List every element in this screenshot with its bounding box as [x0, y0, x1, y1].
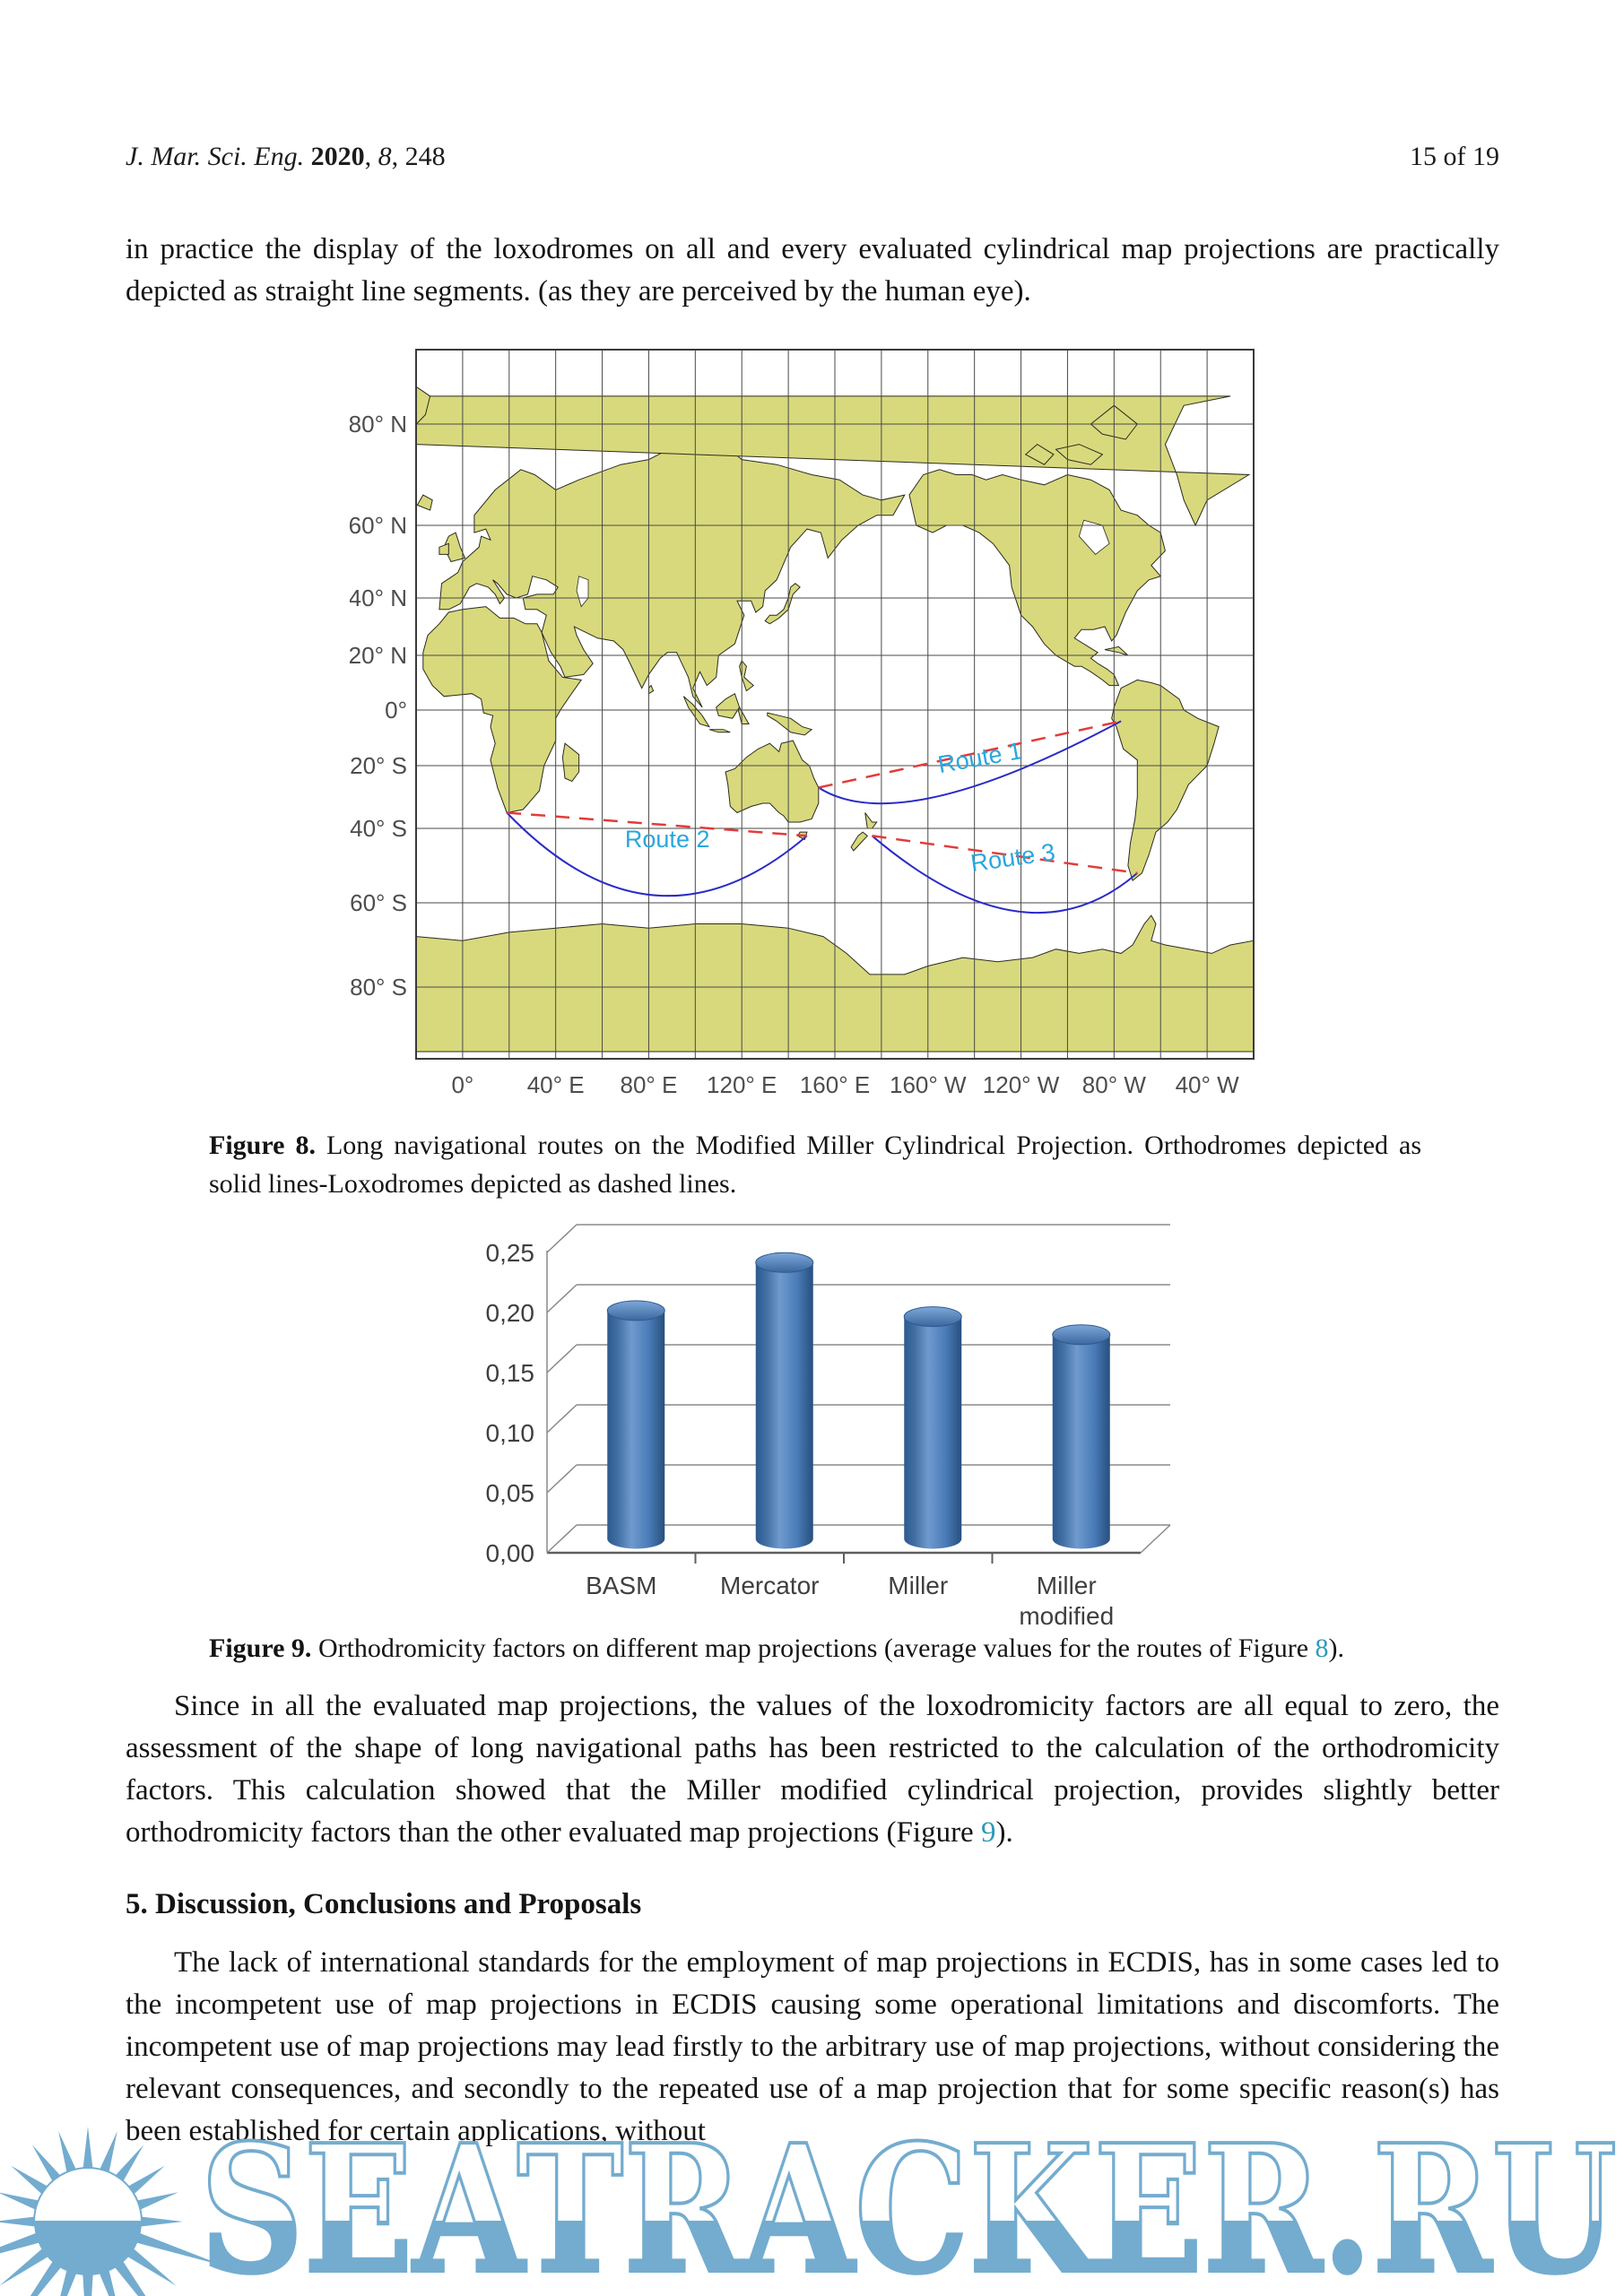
lon-label: 40° W — [1176, 1071, 1240, 1098]
bar-miller-modified — [1052, 1324, 1111, 1549]
lat-label: 0° — [385, 697, 407, 723]
lat-label: 20° S — [350, 752, 407, 779]
bar-mercator — [755, 1252, 814, 1549]
sun-rays — [0, 2127, 221, 2296]
lat-label: 80° S — [350, 974, 407, 1001]
sun-sea-half — [34, 2222, 142, 2275]
lon-label: 160° E — [800, 1071, 870, 1098]
watermark-outline-text: SEATRACKER.RU — [200, 2135, 1617, 2296]
figure8-caption: Figure 8. Long navigational routes on th… — [209, 1126, 1421, 1203]
y-tick-label: 0,05 — [486, 1479, 535, 1507]
route-3-orthodrome — [871, 835, 1138, 914]
sun-sky-half — [32, 2167, 143, 2222]
bar-basm — [606, 1300, 665, 1549]
lat-label: 80° N — [350, 411, 407, 438]
map-axis-labels: 80° N 60° N 40° N 20° N 0° 20° S 40° S 60° S 80°… — [350, 411, 1239, 1098]
route-3-loxodrome — [872, 835, 1138, 875]
watermark-filled-text: SEATRACKER.RU — [200, 2135, 1617, 2296]
bar-miller — [903, 1306, 962, 1549]
page-number: 15 of 19 — [1410, 142, 1499, 171]
figure9-bar-chart: 0,00 0,05 0,10 0,15 0,20 0,25 BASM Mercator Mill… — [486, 1224, 1171, 1629]
lon-label: 80° W — [1082, 1071, 1147, 1098]
figure9-caption-text: Orthodromicity factors on different map … — [317, 1633, 1316, 1663]
figure8-crossref-link[interactable]: 8 — [1315, 1633, 1329, 1663]
lat-label: 60° S — [350, 889, 407, 916]
lon-label: 120° W — [983, 1071, 1060, 1098]
journal-name: J. Mar. Sci. Eng. — [126, 142, 305, 171]
lat-label: 40° N — [350, 585, 407, 611]
x-category-label: Mercator — [720, 1572, 819, 1599]
route-2-orthodrome — [506, 811, 808, 897]
journal-year: 2020 — [310, 142, 365, 171]
figure9-caption: Figure 9. Orthodromicity factors on diff… — [209, 1633, 1345, 1663]
figure8-world-map: 80° N 60° N 40° N 20° N 0° 20° S 40° S 60° S 80°… — [350, 349, 1255, 1098]
paragraph-intro: in practice the display of the loxodrome… — [126, 233, 1499, 308]
lat-label: 20° N — [350, 642, 407, 669]
y-tick-label: 0,00 — [486, 1539, 535, 1567]
paragraph-orthodromicity: Since in all the evaluated map projectio… — [126, 1690, 1499, 1849]
lon-label: 0° — [451, 1071, 473, 1098]
x-category-label: Miller modified — [1019, 1572, 1114, 1629]
y-tick-label: 0,10 — [486, 1419, 535, 1447]
x-category-label: Miller — [888, 1572, 948, 1599]
figure9-crossref-link[interactable]: 9 — [980, 1816, 996, 1849]
page-header: J. Mar. Sci. Eng. 2020, 8, 248 15 of 19 — [126, 142, 1499, 172]
lat-label: 40° S — [350, 815, 407, 842]
y-tick-label: 0,20 — [486, 1299, 535, 1327]
y-tick-label: 0,15 — [486, 1359, 535, 1387]
lon-label: 120° E — [707, 1071, 777, 1098]
figure9-caption-label: Figure 9. — [209, 1633, 312, 1663]
x-category-label: BASM — [586, 1572, 656, 1599]
journal-citation: J. Mar. Sci. Eng. 2020, 8, 248 — [126, 142, 446, 171]
section-heading: 5. Discussion, Conclusions and Proposals — [126, 1888, 642, 1920]
figure8-caption-text: Long navigational routes on the Modified… — [209, 1131, 1422, 1199]
journal-volume: 8 — [378, 142, 392, 171]
route-2-loxodrome — [507, 811, 807, 837]
chart-labels: 0,00 0,05 0,10 0,15 0,20 0,25 BASM Mercator Mill… — [486, 1239, 1115, 1629]
lon-label: 40° E — [527, 1071, 585, 1098]
paragraph-discussion: The lack of international standards for … — [126, 1946, 1499, 2147]
graticule — [416, 350, 1254, 1059]
lon-label: 80° E — [620, 1071, 677, 1098]
chart-bars — [606, 1252, 1111, 1549]
figure8-caption-label: Figure 8. — [209, 1131, 316, 1160]
route-2-label: Route 2 — [625, 826, 710, 853]
lat-label: 60° N — [350, 512, 407, 539]
lon-label: 160° W — [890, 1071, 967, 1098]
journal-article-number: , 248 — [391, 142, 446, 171]
sun-over-sea-icon — [0, 2127, 221, 2296]
route-1-orthodrome — [818, 720, 1122, 805]
route-1-loxodrome — [818, 720, 1122, 789]
y-tick-label: 0,25 — [486, 1239, 535, 1267]
